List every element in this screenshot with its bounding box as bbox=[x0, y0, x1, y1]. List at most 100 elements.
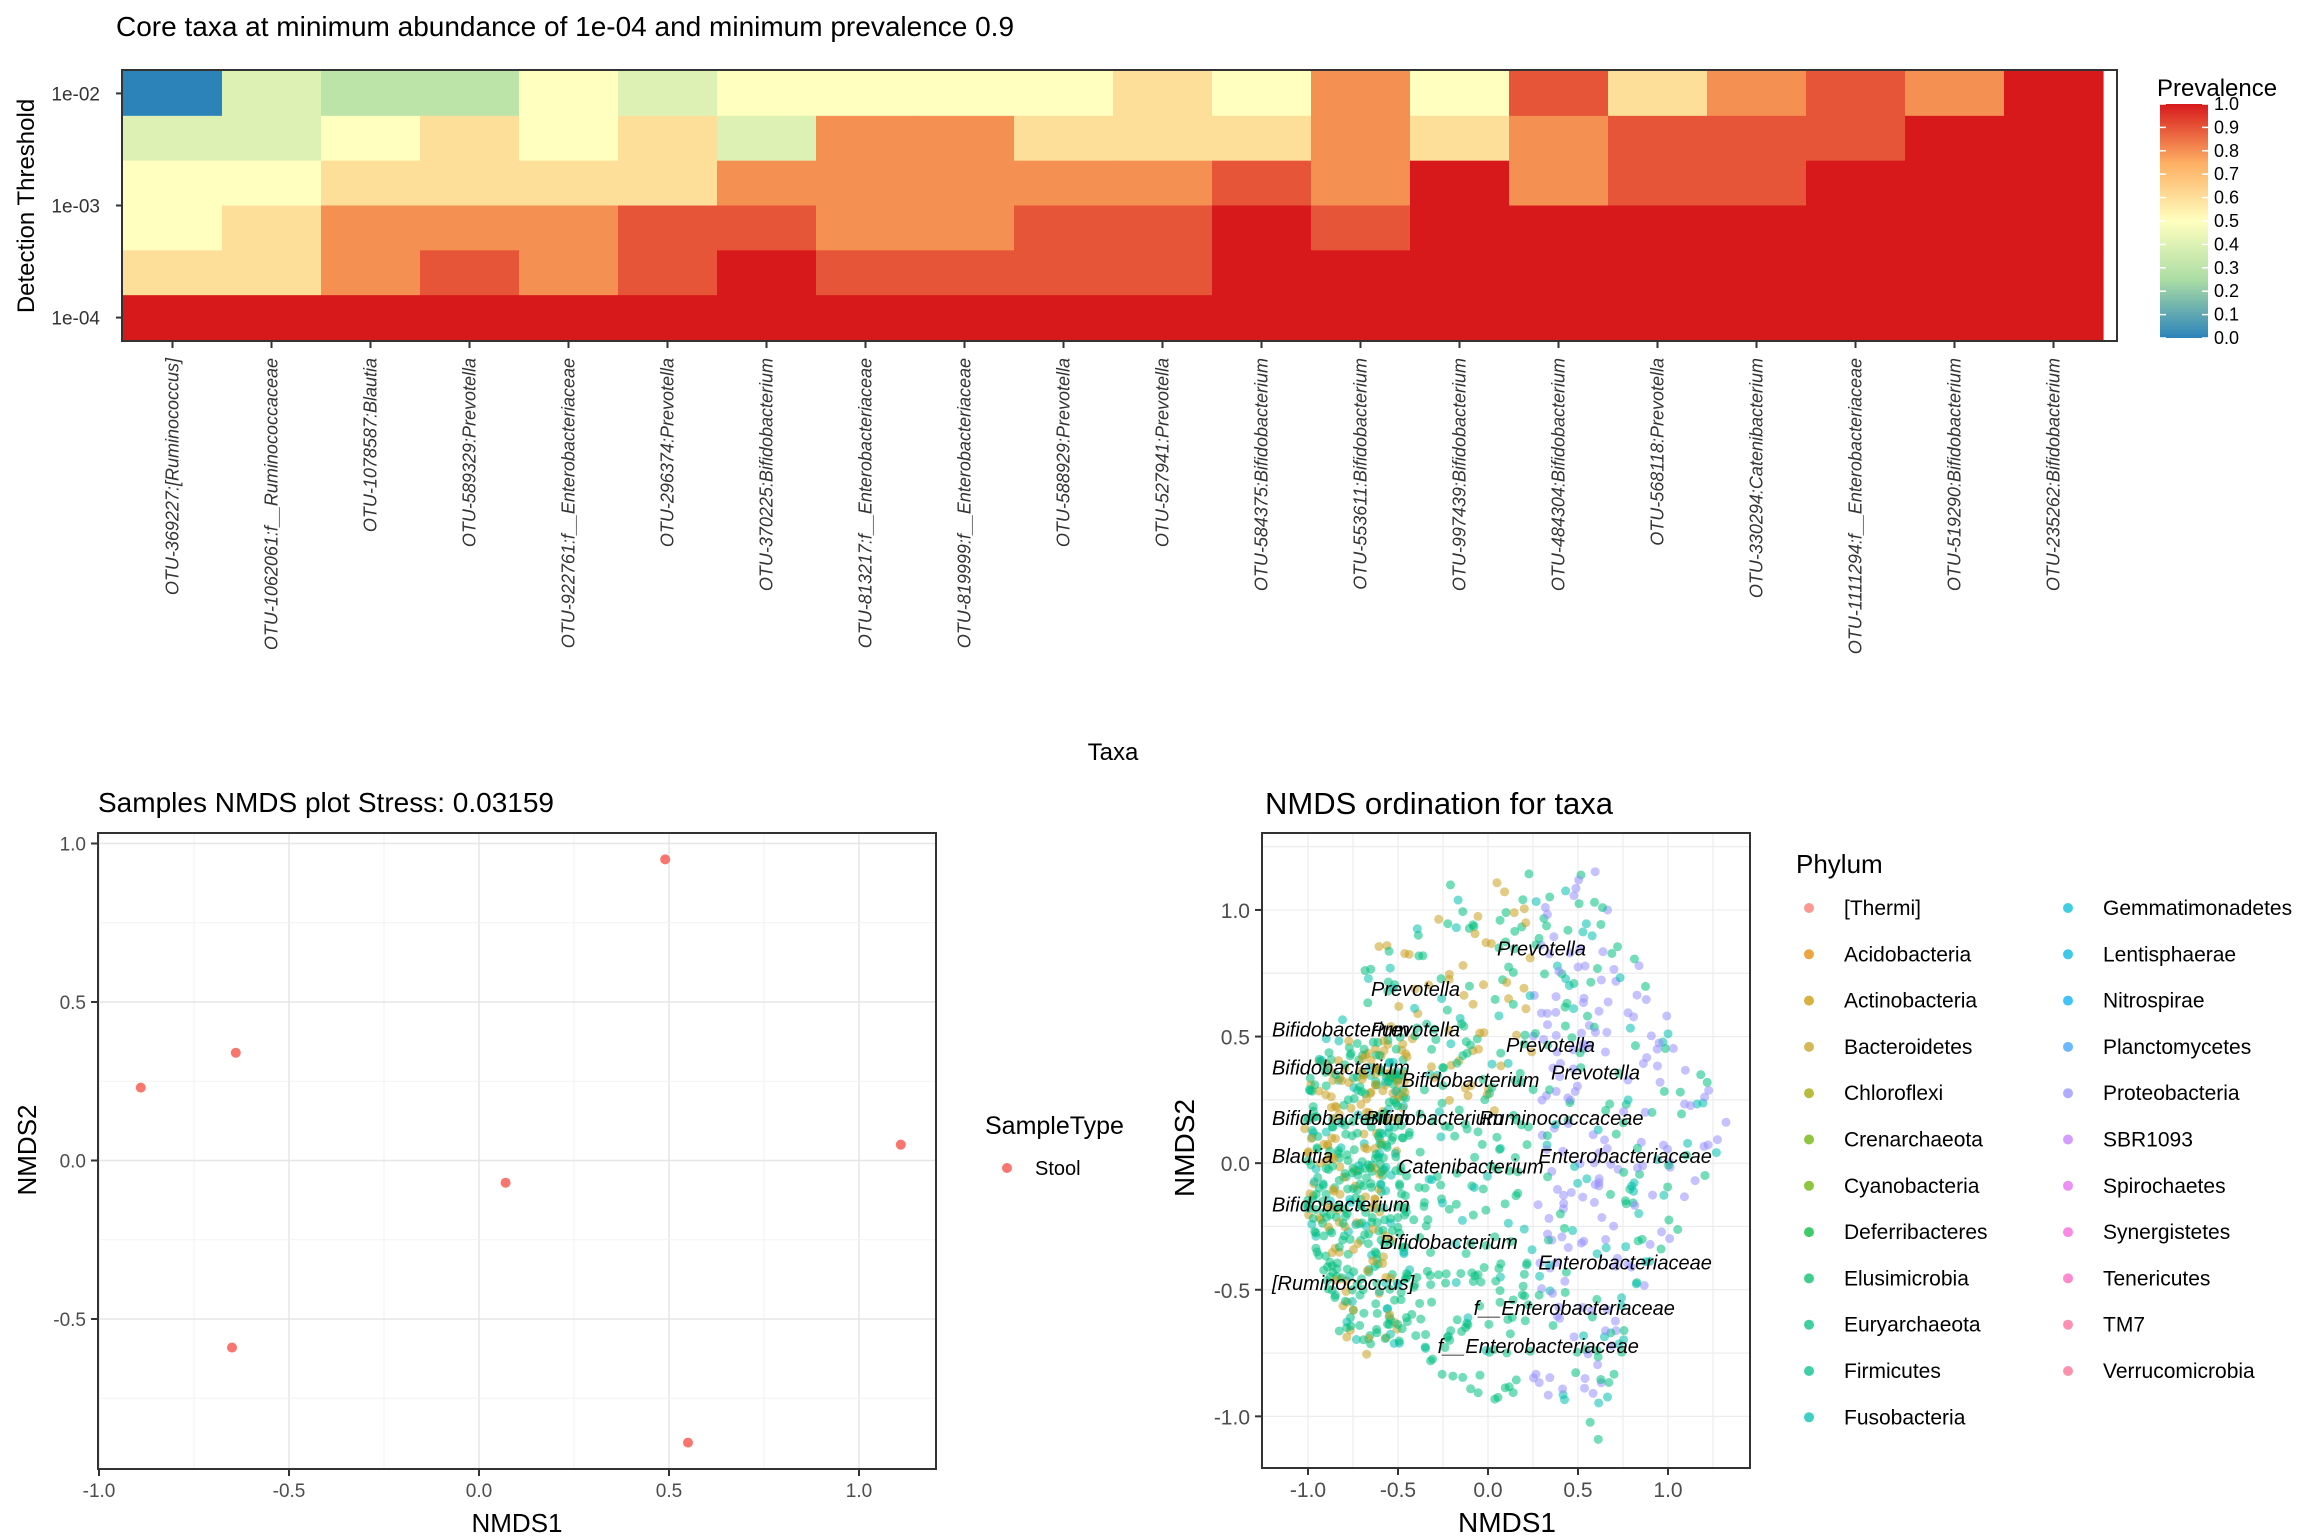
phylum-legend-key bbox=[2063, 1273, 2073, 1284]
taxa-point bbox=[1493, 1392, 1503, 1402]
taxa-point bbox=[1598, 903, 1608, 913]
taxa-point bbox=[1665, 1234, 1675, 1244]
taxa-point bbox=[1378, 1259, 1388, 1269]
x-tick-label: 0.0 bbox=[466, 1481, 492, 1502]
taxa-point bbox=[1551, 992, 1561, 1002]
heatmap-cell bbox=[2004, 205, 2104, 251]
heatmap-cell bbox=[1212, 115, 1312, 162]
taxa-point bbox=[1554, 1302, 1564, 1312]
taxa-point bbox=[1475, 1028, 1485, 1038]
heatmap-cell bbox=[123, 205, 223, 251]
taxa-point bbox=[1531, 897, 1541, 907]
taxa-point bbox=[1412, 924, 1422, 934]
x-tick-label: -1.0 bbox=[1290, 1479, 1326, 1502]
taxa-point bbox=[1508, 1295, 1518, 1305]
taxa-point bbox=[1578, 1302, 1588, 1312]
taxa-point bbox=[1424, 980, 1434, 990]
heatmap-x-tick-label: OTU-484304:Bifidobacterium bbox=[1549, 358, 1569, 591]
heatmap-cell bbox=[519, 295, 619, 341]
taxa-point bbox=[1366, 1122, 1376, 1132]
heatmap-x-tick-label: OTU-1062061:f__Ruminococcaceae bbox=[262, 358, 282, 650]
taxa-point bbox=[1598, 947, 1608, 957]
heatmap-cell bbox=[1311, 205, 1411, 251]
taxa-point bbox=[1385, 1310, 1395, 1320]
taxa-point bbox=[1557, 1232, 1567, 1242]
taxa-point bbox=[1339, 1100, 1349, 1110]
heatmap-cell bbox=[1707, 160, 1807, 207]
phylum-legend-key bbox=[1804, 1227, 1814, 1238]
taxa-point bbox=[1423, 1215, 1433, 1225]
taxa-point bbox=[1363, 1239, 1373, 1249]
taxa-point bbox=[1704, 1085, 1714, 1095]
sample-point bbox=[660, 854, 671, 865]
taxa-point bbox=[1319, 1139, 1329, 1149]
taxa-point bbox=[1528, 1085, 1538, 1095]
taxa-point bbox=[1386, 1218, 1396, 1228]
x-tick-label: 0.0 bbox=[1473, 1479, 1502, 1502]
taxa-point bbox=[1515, 1068, 1525, 1078]
heatmap-cell bbox=[717, 295, 817, 341]
taxa-point bbox=[1410, 1280, 1420, 1290]
taxa-point bbox=[1307, 1125, 1317, 1135]
taxa-point bbox=[1611, 1129, 1621, 1139]
taxa-point bbox=[1366, 964, 1376, 974]
taxa-annotation-label: Prevotella bbox=[1506, 1035, 1595, 1057]
taxa-point bbox=[1396, 1295, 1406, 1305]
taxa-point bbox=[1377, 1140, 1387, 1150]
taxa-point bbox=[1559, 1199, 1569, 1209]
x-tick-label: -1.0 bbox=[83, 1481, 116, 1502]
phylum-legend: Phylum [Thermi] Acidobacteria Actinobacter… bbox=[1796, 849, 2292, 1429]
taxa-point bbox=[1607, 948, 1617, 958]
taxa-point bbox=[1415, 1109, 1425, 1119]
heatmap-cell bbox=[2004, 160, 2104, 207]
prevalence-tick-label: 0.5 bbox=[2214, 211, 2239, 231]
heatmap-cell bbox=[420, 160, 520, 207]
taxa-point bbox=[1437, 1369, 1447, 1379]
taxa-annotations: PrevotellaPrevotellaBifidobacteriumPrevo… bbox=[1271, 939, 1712, 1359]
taxa-point bbox=[1511, 1191, 1521, 1201]
heatmap-cell bbox=[618, 205, 718, 251]
taxa-point bbox=[1341, 1129, 1351, 1139]
taxa-point bbox=[1366, 1055, 1376, 1065]
phylum-legend-key bbox=[2063, 1227, 2073, 1238]
heatmap-cell bbox=[1212, 295, 1312, 341]
heatmap-y-tick-label: 1e-04 bbox=[51, 309, 100, 330]
samples-x-axis-label: NMDS1 bbox=[471, 1508, 562, 1536]
phylum-legend-label: Euryarchaeota bbox=[1844, 1314, 1981, 1337]
sample-point bbox=[230, 1047, 241, 1058]
taxa-point bbox=[1518, 895, 1528, 905]
heatmap-cell bbox=[222, 295, 322, 341]
taxa-point bbox=[1359, 1129, 1369, 1139]
taxa-point bbox=[1594, 1398, 1604, 1408]
taxa-point bbox=[1458, 1372, 1468, 1382]
phylum-legend-key bbox=[1804, 1366, 1814, 1376]
samples-y-axis-label: NMDS2 bbox=[12, 1104, 42, 1195]
heatmap-cell bbox=[1608, 160, 1708, 207]
taxa-point bbox=[1302, 1202, 1312, 1212]
taxa-point bbox=[1630, 1041, 1640, 1051]
y-tick-label: 1.0 bbox=[1221, 900, 1250, 923]
taxa-point bbox=[1356, 1201, 1366, 1211]
taxa-point bbox=[1481, 1205, 1491, 1215]
taxa-point bbox=[1578, 1192, 1588, 1202]
taxa-point bbox=[1570, 1087, 1580, 1097]
taxa-point bbox=[1372, 1308, 1382, 1318]
taxa-point bbox=[1491, 1276, 1501, 1286]
taxa-point bbox=[1338, 1235, 1348, 1245]
taxa-annotation-label: Blautia bbox=[1272, 1146, 1333, 1168]
taxa-point bbox=[1548, 1320, 1558, 1330]
taxa-point bbox=[1358, 1285, 1368, 1295]
taxa-point bbox=[1542, 1008, 1552, 1018]
taxa-annotation-label: Bifidobacterium bbox=[1272, 1020, 1410, 1042]
taxa-point bbox=[1594, 1178, 1604, 1188]
heatmap-cell bbox=[1806, 250, 1906, 296]
taxa-point bbox=[1600, 1135, 1610, 1145]
taxa-plot-border bbox=[1261, 832, 1751, 1469]
prevalence-legend-title: Prevalence bbox=[2157, 75, 2277, 102]
taxa-point bbox=[1592, 1249, 1602, 1259]
taxa-point bbox=[1700, 1170, 1710, 1180]
taxa-point bbox=[1582, 1011, 1592, 1021]
taxa-point bbox=[1509, 1110, 1519, 1120]
taxa-point bbox=[1429, 1024, 1439, 1034]
taxa-point bbox=[1434, 1107, 1444, 1117]
